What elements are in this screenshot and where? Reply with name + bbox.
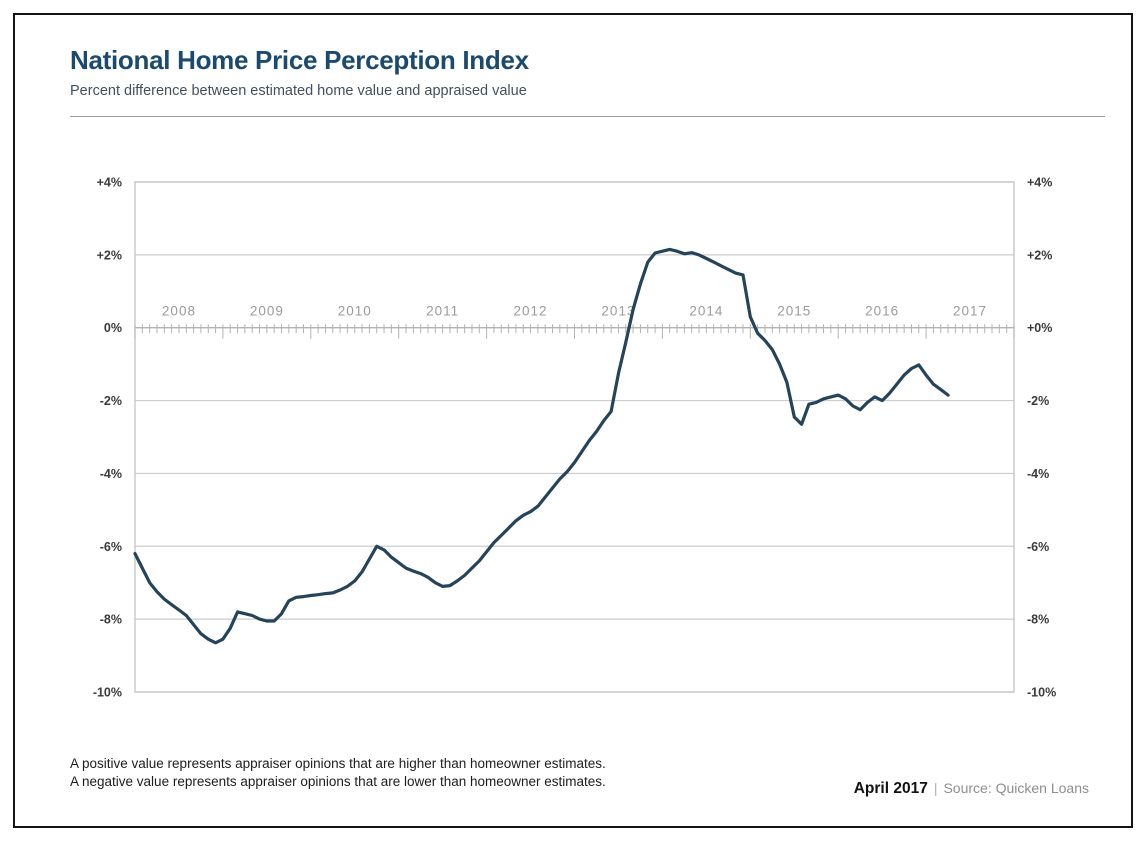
svg-text:2013: 2013 <box>601 304 635 319</box>
svg-text:2017: 2017 <box>953 304 987 319</box>
hppi-line-chart: 2008 2009 2010 2011 2012 2013 2014 2015 2016 2017… <box>93 176 1056 700</box>
stamp-separator: | <box>933 780 938 796</box>
svg-text:-2%: -2% <box>100 394 122 408</box>
svg-text:-4%: -4% <box>100 467 122 481</box>
footer-note-negative: A negative value represents appraiser op… <box>70 773 606 789</box>
title-divider <box>70 116 1105 117</box>
footer-note-positive: A positive value represents appraiser op… <box>70 756 606 771</box>
report-date: April 2017 <box>853 780 928 797</box>
svg-text:+2%: +2% <box>97 248 122 262</box>
svg-text:-4%: -4% <box>1027 467 1049 481</box>
hppi-series-line <box>133 247 950 645</box>
zero-axis <box>134 324 1015 339</box>
svg-text:2009: 2009 <box>250 304 284 319</box>
page-subtitle: Percent difference between estimated hom… <box>70 83 527 99</box>
svg-text:-10%: -10% <box>1027 686 1056 700</box>
svg-text:2012: 2012 <box>514 304 548 319</box>
svg-text:-2%: -2% <box>1027 394 1049 408</box>
svg-text:-6%: -6% <box>100 540 122 554</box>
svg-text:-6%: -6% <box>1027 540 1049 554</box>
footer-notes: A positive value represents appraiser op… <box>70 755 606 790</box>
svg-text:2010: 2010 <box>338 304 372 319</box>
svg-text:2015: 2015 <box>777 304 811 319</box>
value-labels: +4% +4% +2% +2% 0% +0% -2% -2% -4% -4% -6% -6% -8% -8… <box>93 176 1056 700</box>
svg-text:+4%: +4% <box>1027 176 1052 190</box>
year-labels: 2008 2009 2010 2011 2012 2013 2014 2015 2016 2017 <box>162 304 987 319</box>
svg-text:0%: 0% <box>104 321 122 335</box>
svg-text:-10%: -10% <box>93 686 122 700</box>
svg-text:2016: 2016 <box>865 304 899 319</box>
chart-card: National Home Price Perception Index Per… <box>13 13 1133 828</box>
plot-border <box>134 181 1015 693</box>
svg-text:-8%: -8% <box>100 613 122 627</box>
svg-text:+2%: +2% <box>1027 248 1052 262</box>
page-title: National Home Price Perception Index <box>70 45 529 75</box>
gridlines <box>135 181 1014 693</box>
svg-text:+4%: +4% <box>97 176 122 190</box>
report-stamp: April 2017 | Source: Quicken Loans <box>854 780 1089 798</box>
source-label: Source: Quicken Loans <box>943 780 1089 796</box>
svg-text:-8%: -8% <box>1027 613 1049 627</box>
svg-text:2011: 2011 <box>426 304 459 319</box>
svg-text:2008: 2008 <box>162 304 196 319</box>
svg-text:2014: 2014 <box>689 304 723 319</box>
svg-text:+0%: +0% <box>1027 321 1052 335</box>
